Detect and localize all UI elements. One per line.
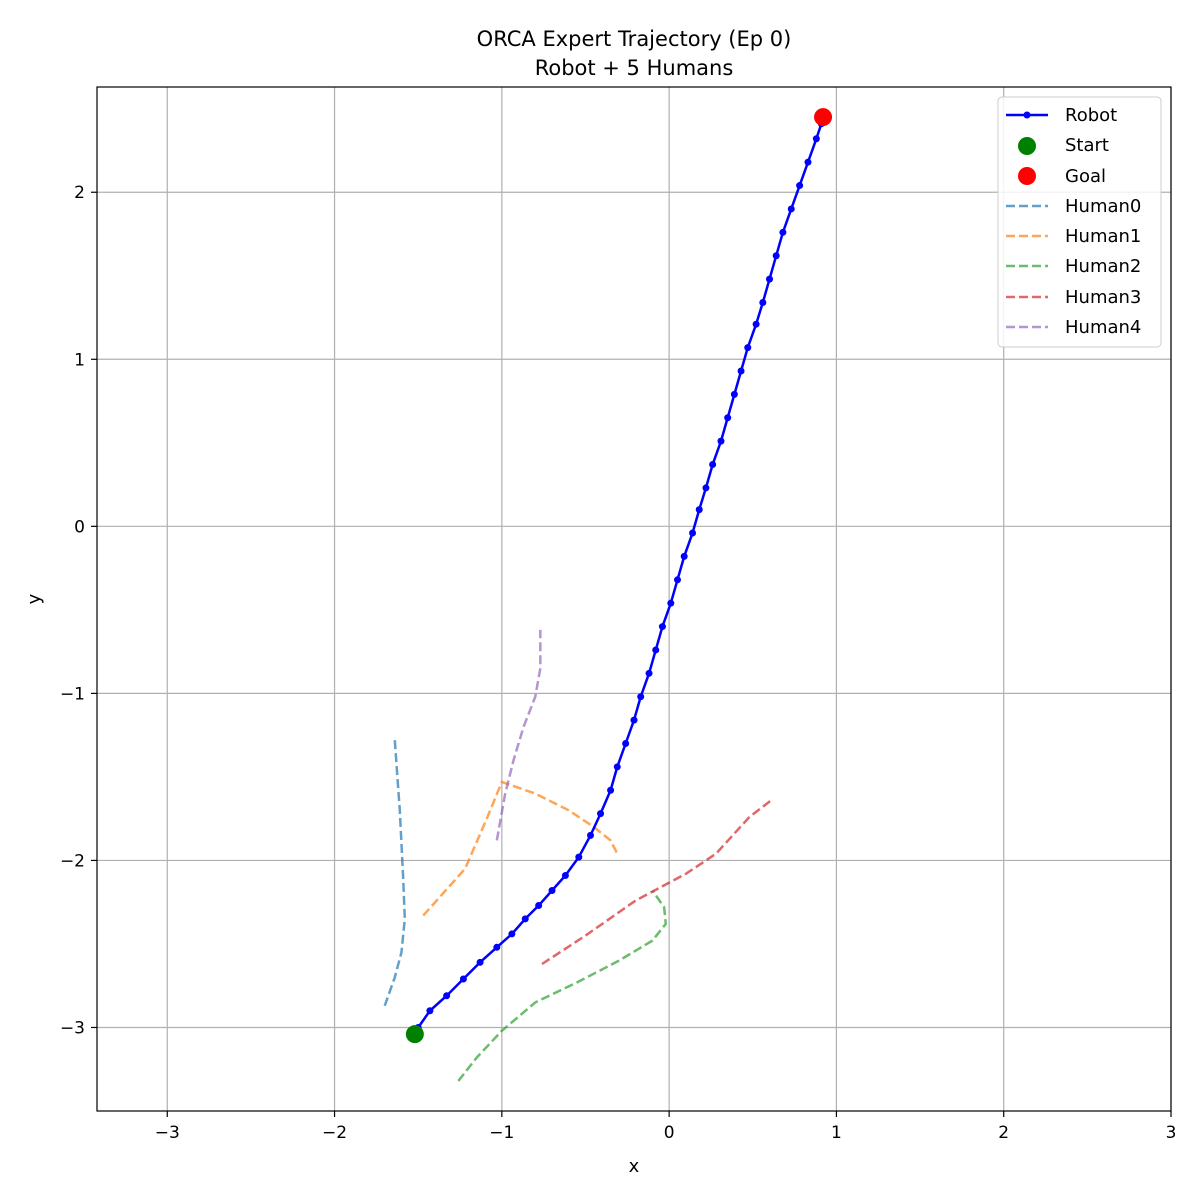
robot-point	[724, 414, 732, 422]
y-tick-label: 1	[74, 350, 85, 370]
legend-robot-label: Robot	[1065, 105, 1117, 126]
x-tick-label: 1	[831, 1123, 842, 1143]
legend-box	[997, 96, 1162, 348]
robot-point	[443, 992, 451, 1000]
robot-point	[787, 205, 795, 213]
robot-point	[812, 135, 820, 143]
legend-start-marker	[1018, 137, 1036, 155]
legend-item-robot: Robot	[1006, 105, 1117, 126]
legend-item-start: Start	[1018, 135, 1109, 156]
plot-area	[383, 108, 833, 1082]
robot-point	[637, 693, 645, 701]
robot-point	[772, 252, 780, 260]
y-tick-label: 2	[74, 183, 85, 203]
robot-point	[673, 576, 681, 584]
robot-point	[717, 437, 725, 445]
legend-goal-marker	[1018, 167, 1036, 185]
robot-point	[695, 506, 703, 514]
robot-point	[804, 158, 812, 166]
human3-trajectory	[541, 799, 772, 966]
y-tick-label: −1	[60, 684, 85, 704]
robot-point	[493, 943, 501, 951]
y-tick-label: −3	[60, 1018, 85, 1038]
legend-start-label: Start	[1065, 135, 1109, 156]
x-tick-label: 3	[1166, 1123, 1177, 1143]
x-tick-label: −3	[155, 1123, 180, 1143]
robot-point	[779, 228, 787, 236]
grid	[97, 87, 1172, 1111]
robot-point	[737, 367, 745, 375]
robot-point	[630, 716, 638, 724]
x-axis-label: x	[629, 1156, 640, 1177]
robot-point	[730, 390, 738, 398]
human0-trajectory	[383, 740, 407, 1007]
y-axis-label: y	[24, 593, 45, 604]
legend-item-goal: Goal	[1018, 166, 1106, 187]
goal-marker	[814, 108, 833, 127]
robot-point	[709, 461, 717, 469]
robot-point	[607, 786, 615, 794]
robot-point	[680, 552, 688, 560]
robot-point	[652, 646, 660, 654]
robot-point	[796, 182, 804, 190]
legend-human1-label: Human1	[1065, 226, 1141, 247]
legend-item-human2: Human2	[1006, 256, 1141, 277]
human4-trajectory	[495, 629, 542, 841]
legend: Robot Start Goal Human0 Human1 Human2 Hu…	[997, 96, 1162, 348]
robot-point	[658, 623, 666, 631]
axes-frame	[96, 86, 1172, 1112]
robot-point	[752, 320, 760, 328]
legend-human3-label: Human3	[1065, 287, 1141, 308]
legend-human2-label: Human2	[1065, 256, 1141, 277]
y-tick-label: 0	[74, 517, 85, 537]
robot-point	[689, 529, 697, 537]
robot-point	[508, 930, 516, 938]
tick-labels: −3 −2 −1 0 1 2 3 −3 −2 −1 0 1 2	[60, 183, 1176, 1143]
x-tick-label: −1	[489, 1123, 514, 1143]
robot-point	[459, 975, 467, 983]
robot-point	[575, 853, 583, 861]
robot-point	[667, 599, 675, 607]
chart-title: ORCA Expert Trajectory (Ep 0)	[477, 27, 792, 51]
robot-point	[622, 739, 630, 747]
robot-point	[476, 958, 484, 966]
legend-item-human0: Human0	[1006, 196, 1141, 217]
start-marker	[405, 1025, 424, 1044]
x-tick-label: −2	[322, 1123, 347, 1143]
y-tick-label: −2	[60, 851, 85, 871]
robot-point	[548, 886, 556, 894]
robot-point	[645, 669, 653, 677]
robot-point	[702, 484, 710, 492]
x-tick-label: 0	[664, 1123, 675, 1143]
chart-subtitle: Robot + 5 Humans	[535, 56, 734, 80]
robot-point	[561, 871, 569, 879]
legend-item-human4: Human4	[1006, 317, 1141, 338]
robot-point	[535, 902, 543, 910]
legend-human0-label: Human0	[1065, 196, 1141, 217]
robot-point	[426, 1007, 434, 1015]
robot-point	[597, 810, 605, 818]
robot-point	[587, 831, 595, 839]
legend-robot-marker	[1023, 111, 1031, 119]
robot-point	[766, 275, 774, 283]
robot-point	[521, 915, 529, 923]
human1-trajectory	[422, 780, 619, 917]
robot-point	[759, 298, 767, 306]
x-tick-label: 2	[998, 1123, 1009, 1143]
legend-item-human3: Human3	[1006, 287, 1141, 308]
legend-human4-label: Human4	[1065, 317, 1141, 338]
robot-point	[613, 763, 621, 771]
legend-item-human1: Human1	[1006, 226, 1141, 247]
legend-goal-label: Goal	[1065, 166, 1106, 187]
robot-point	[744, 344, 752, 352]
